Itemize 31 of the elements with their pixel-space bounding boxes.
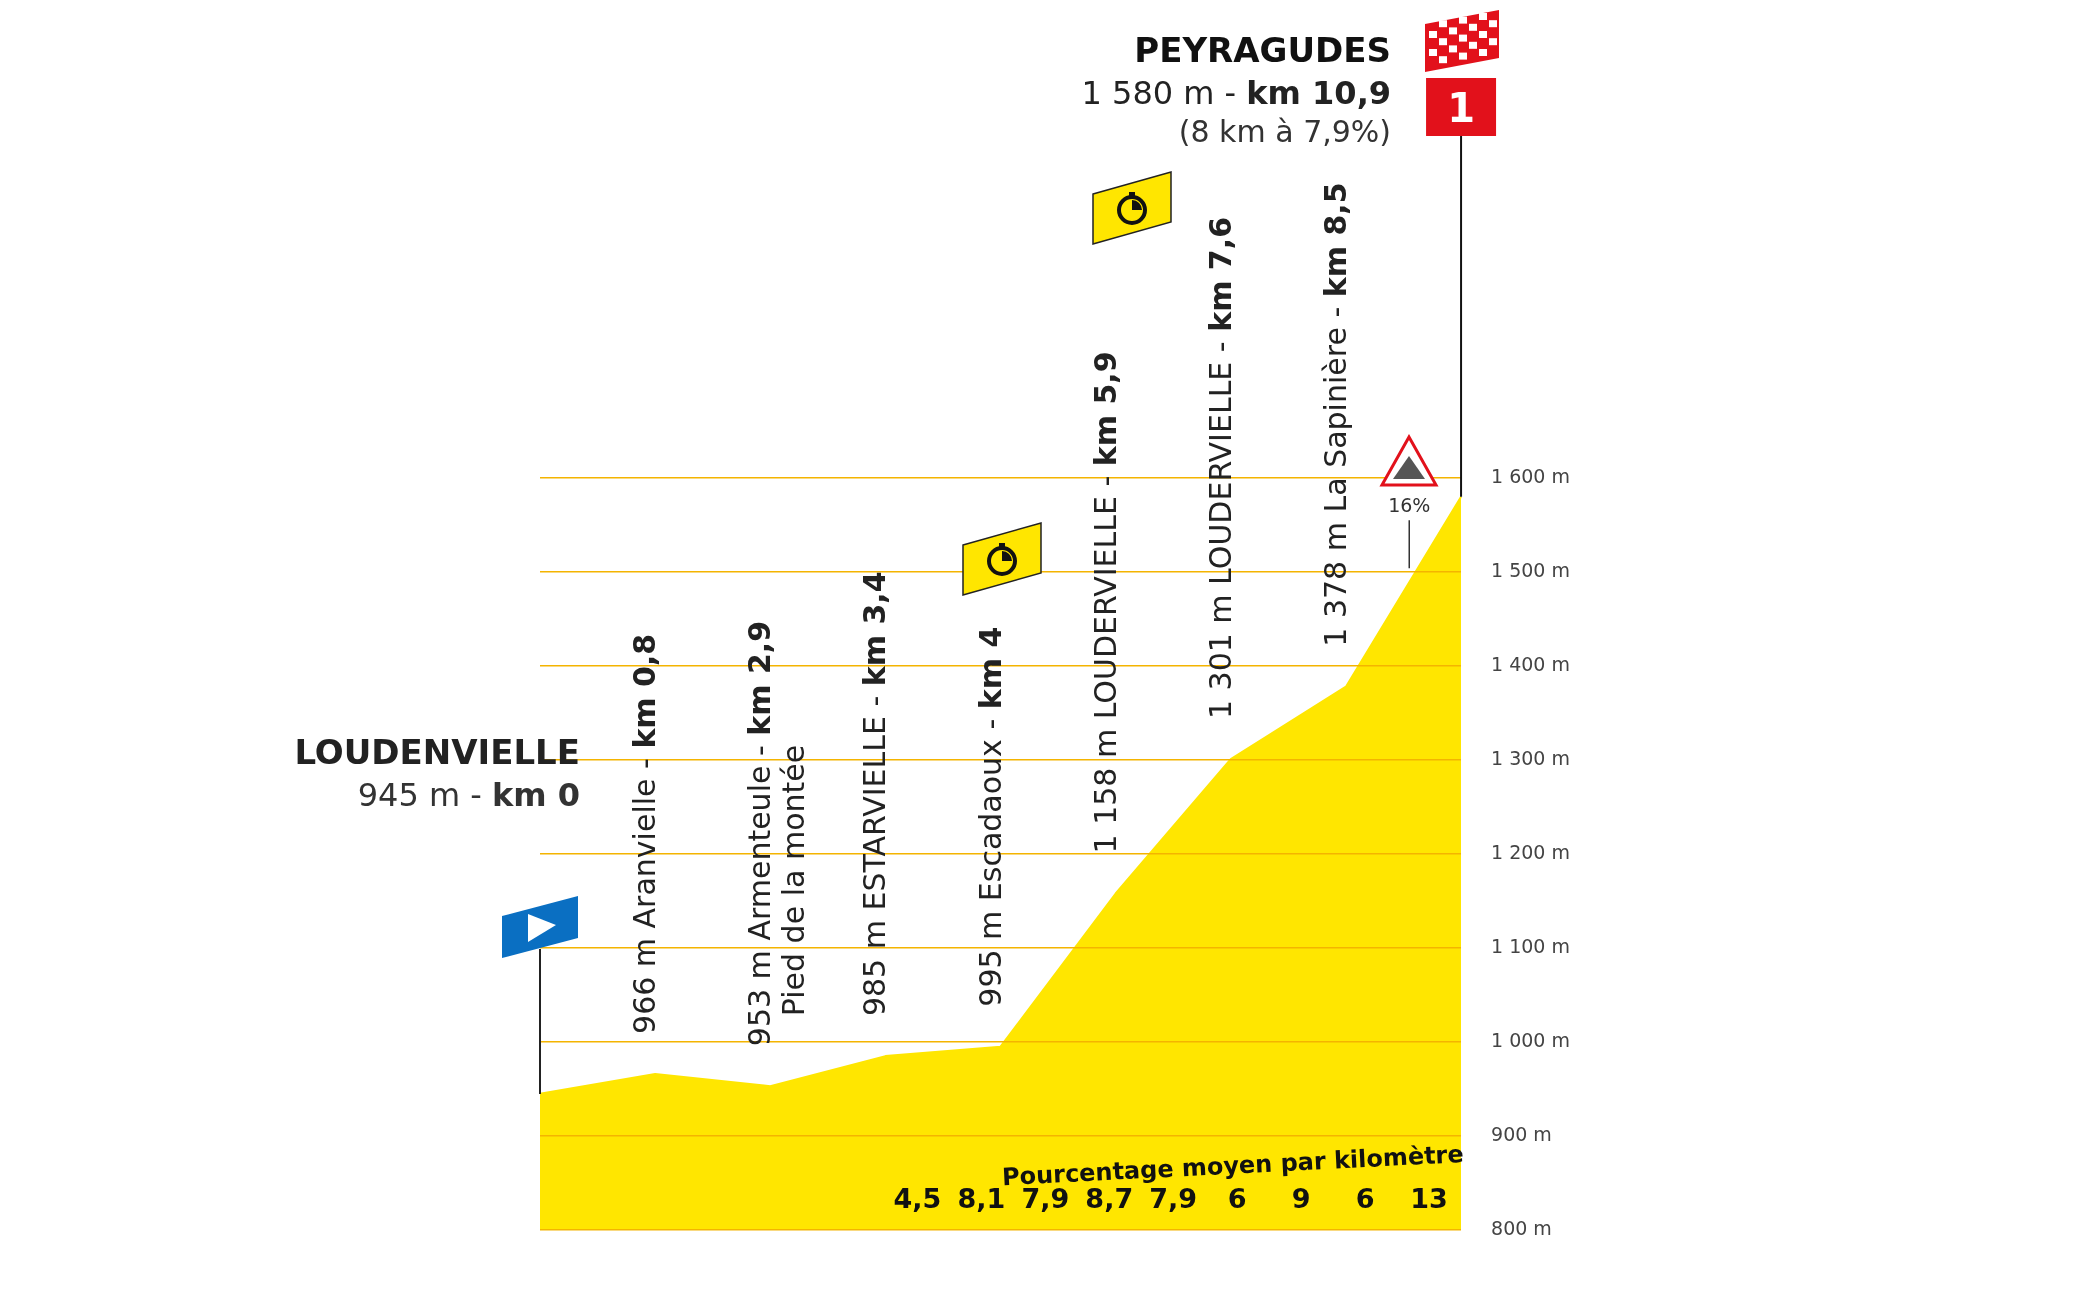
text: 1: [1447, 85, 1475, 131]
annotation: 9: [1291, 1183, 1311, 1214]
text: (8 km à 7,9%): [1178, 114, 1392, 149]
annotation: 1 158 m LOUDERVIELLE - km 5,9: [1087, 351, 1123, 854]
annotation: 6: [1355, 1183, 1375, 1214]
annotation: 6: [1227, 1183, 1247, 1214]
y-tick-label: 1 000 m: [1491, 1028, 1571, 1051]
annotation: LOUDENVIELLE: [294, 731, 580, 772]
annotation: 953 m Armenteule - km 2,9: [742, 620, 778, 1047]
annotation: 985 m ESTARVIELLE - km 3,4: [857, 571, 893, 1017]
annotation: Pied de la montée: [776, 744, 812, 1017]
y-tick-label: 900 m: [1491, 1122, 1552, 1145]
y-tick-label: 1 600 m: [1491, 464, 1571, 487]
annotation: 1 301 m LOUDERVIELLE - km 7,6: [1202, 216, 1238, 720]
y-tick-label: 1 500 m: [1491, 558, 1571, 581]
y-tick-label: 800 m: [1491, 1216, 1552, 1239]
y-tick-label: 1 200 m: [1491, 840, 1571, 863]
y-tick-label: 1 300 m: [1491, 746, 1571, 769]
annotation: 966 m Aranvielle - km 0,8: [627, 633, 663, 1034]
annotation: 995 m Escadaoux - km 4: [972, 626, 1008, 1007]
y-tick-label: 1 100 m: [1491, 934, 1571, 957]
annotation: 16%: [1388, 494, 1431, 517]
text: PEYRAGUDES: [1134, 30, 1392, 70]
annotation: 13: [1410, 1183, 1448, 1214]
text: 1 580 m - km 10,9: [1081, 74, 1392, 112]
annotation: 7,9: [1149, 1183, 1198, 1214]
annotation: 8,7: [1085, 1183, 1134, 1214]
y-tick-label: 1 400 m: [1491, 652, 1571, 675]
annotation: 1 378 m La Sapinière - km 8,5: [1317, 182, 1353, 647]
annotation: 945 m - km 0: [357, 775, 580, 814]
annotation: 4,5: [893, 1183, 942, 1214]
